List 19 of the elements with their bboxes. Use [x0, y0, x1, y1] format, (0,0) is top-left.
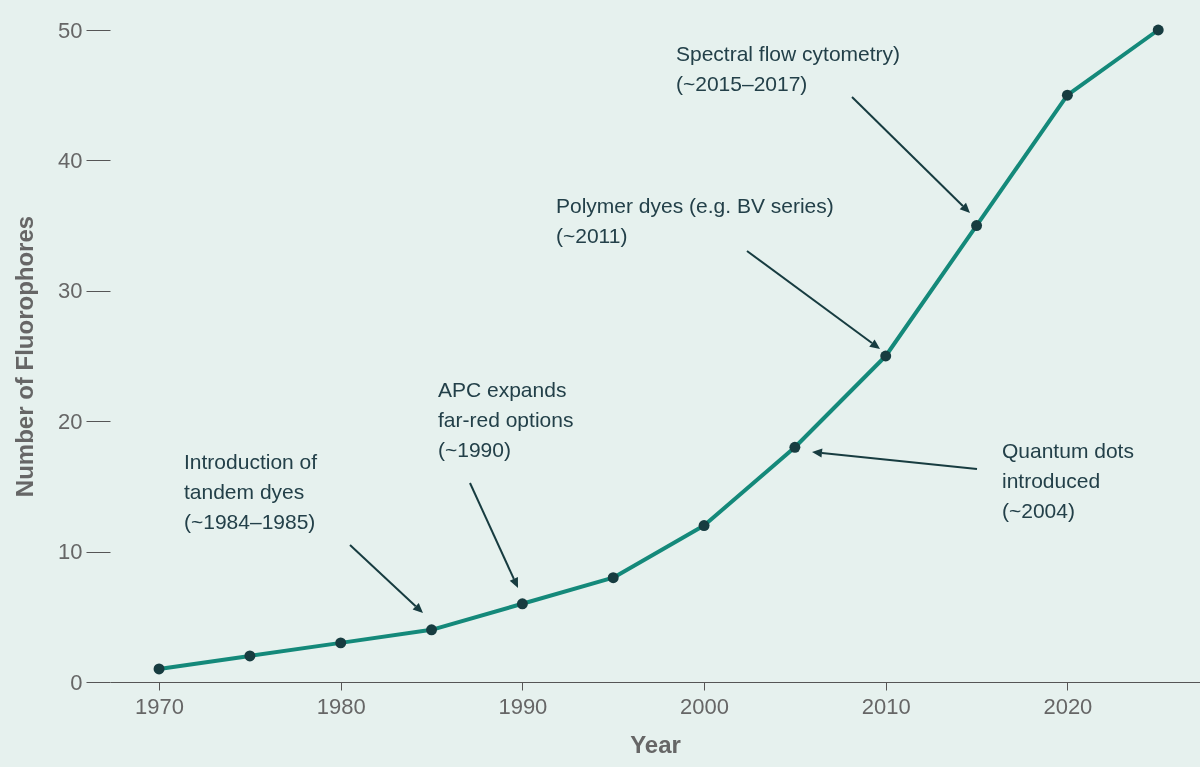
x-tick-label: 1990: [498, 693, 548, 719]
y-tick-label: 20: [58, 408, 83, 434]
annotation: Spectral flow cytometry) (~2015–2017): [676, 42, 901, 95]
y-tick-label: 50: [58, 17, 83, 43]
y-axis-title: Number of Fluorophores: [11, 215, 39, 498]
y-tick-label: 0: [70, 669, 83, 695]
annotation: Quantum dots introduced (~2004): [1002, 439, 1134, 522]
x-axis-title: Year: [630, 730, 681, 758]
annotation: APC expands far-red options (~1990): [438, 378, 574, 461]
annotation: Polymer dyes (e.g. BV series) (~2011): [556, 194, 834, 247]
y-tick-label: 40: [58, 147, 83, 173]
x-tick-label: 1980: [316, 693, 366, 719]
annotation: Introduction of tandem dyes (~1984–1985): [184, 450, 318, 533]
x-tick-label: 2020: [1043, 693, 1093, 719]
y-tick-label: 10: [58, 539, 83, 565]
x-tick-label: 1970: [135, 693, 185, 719]
y-tick-label: 30: [58, 278, 83, 304]
x-tick-label: 2000: [680, 693, 730, 719]
x-tick-label: 2010: [861, 693, 911, 719]
